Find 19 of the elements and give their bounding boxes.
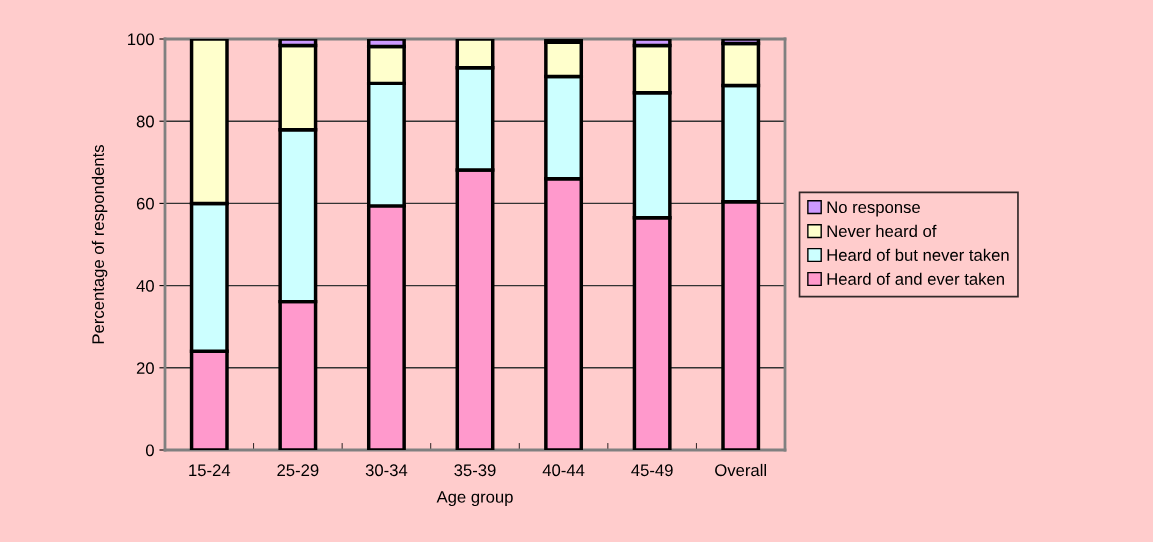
legend-label: Heard of and ever taken [827,272,1004,285]
x-tick-label: 25-29 [277,464,319,477]
x-tick-label: 40-44 [542,464,585,477]
legend-label: Never heard of [827,224,937,238]
x-tick-label: 45-49 [631,464,673,477]
y-tick-label: 80 [136,115,154,128]
y-axis-title: Percentage of respondents [91,145,108,344]
x-tick-label: 30-34 [365,464,408,477]
y-tick-label: 0 [145,444,154,457]
y-tick-label: 40 [136,280,154,292]
x-tick-label: Overall [715,463,766,477]
y-tick-label: 60 [136,197,154,210]
x-tick-label: 15-24 [189,464,231,477]
legend-label: No response [827,201,920,217]
legend-label: Heard of but never taken [827,248,1009,261]
y-tick-label: 20 [136,362,154,374]
x-tick-label: 35-39 [454,464,496,477]
x-axis-title: Age group [436,491,513,507]
y-tick-label: 100 [128,33,154,46]
